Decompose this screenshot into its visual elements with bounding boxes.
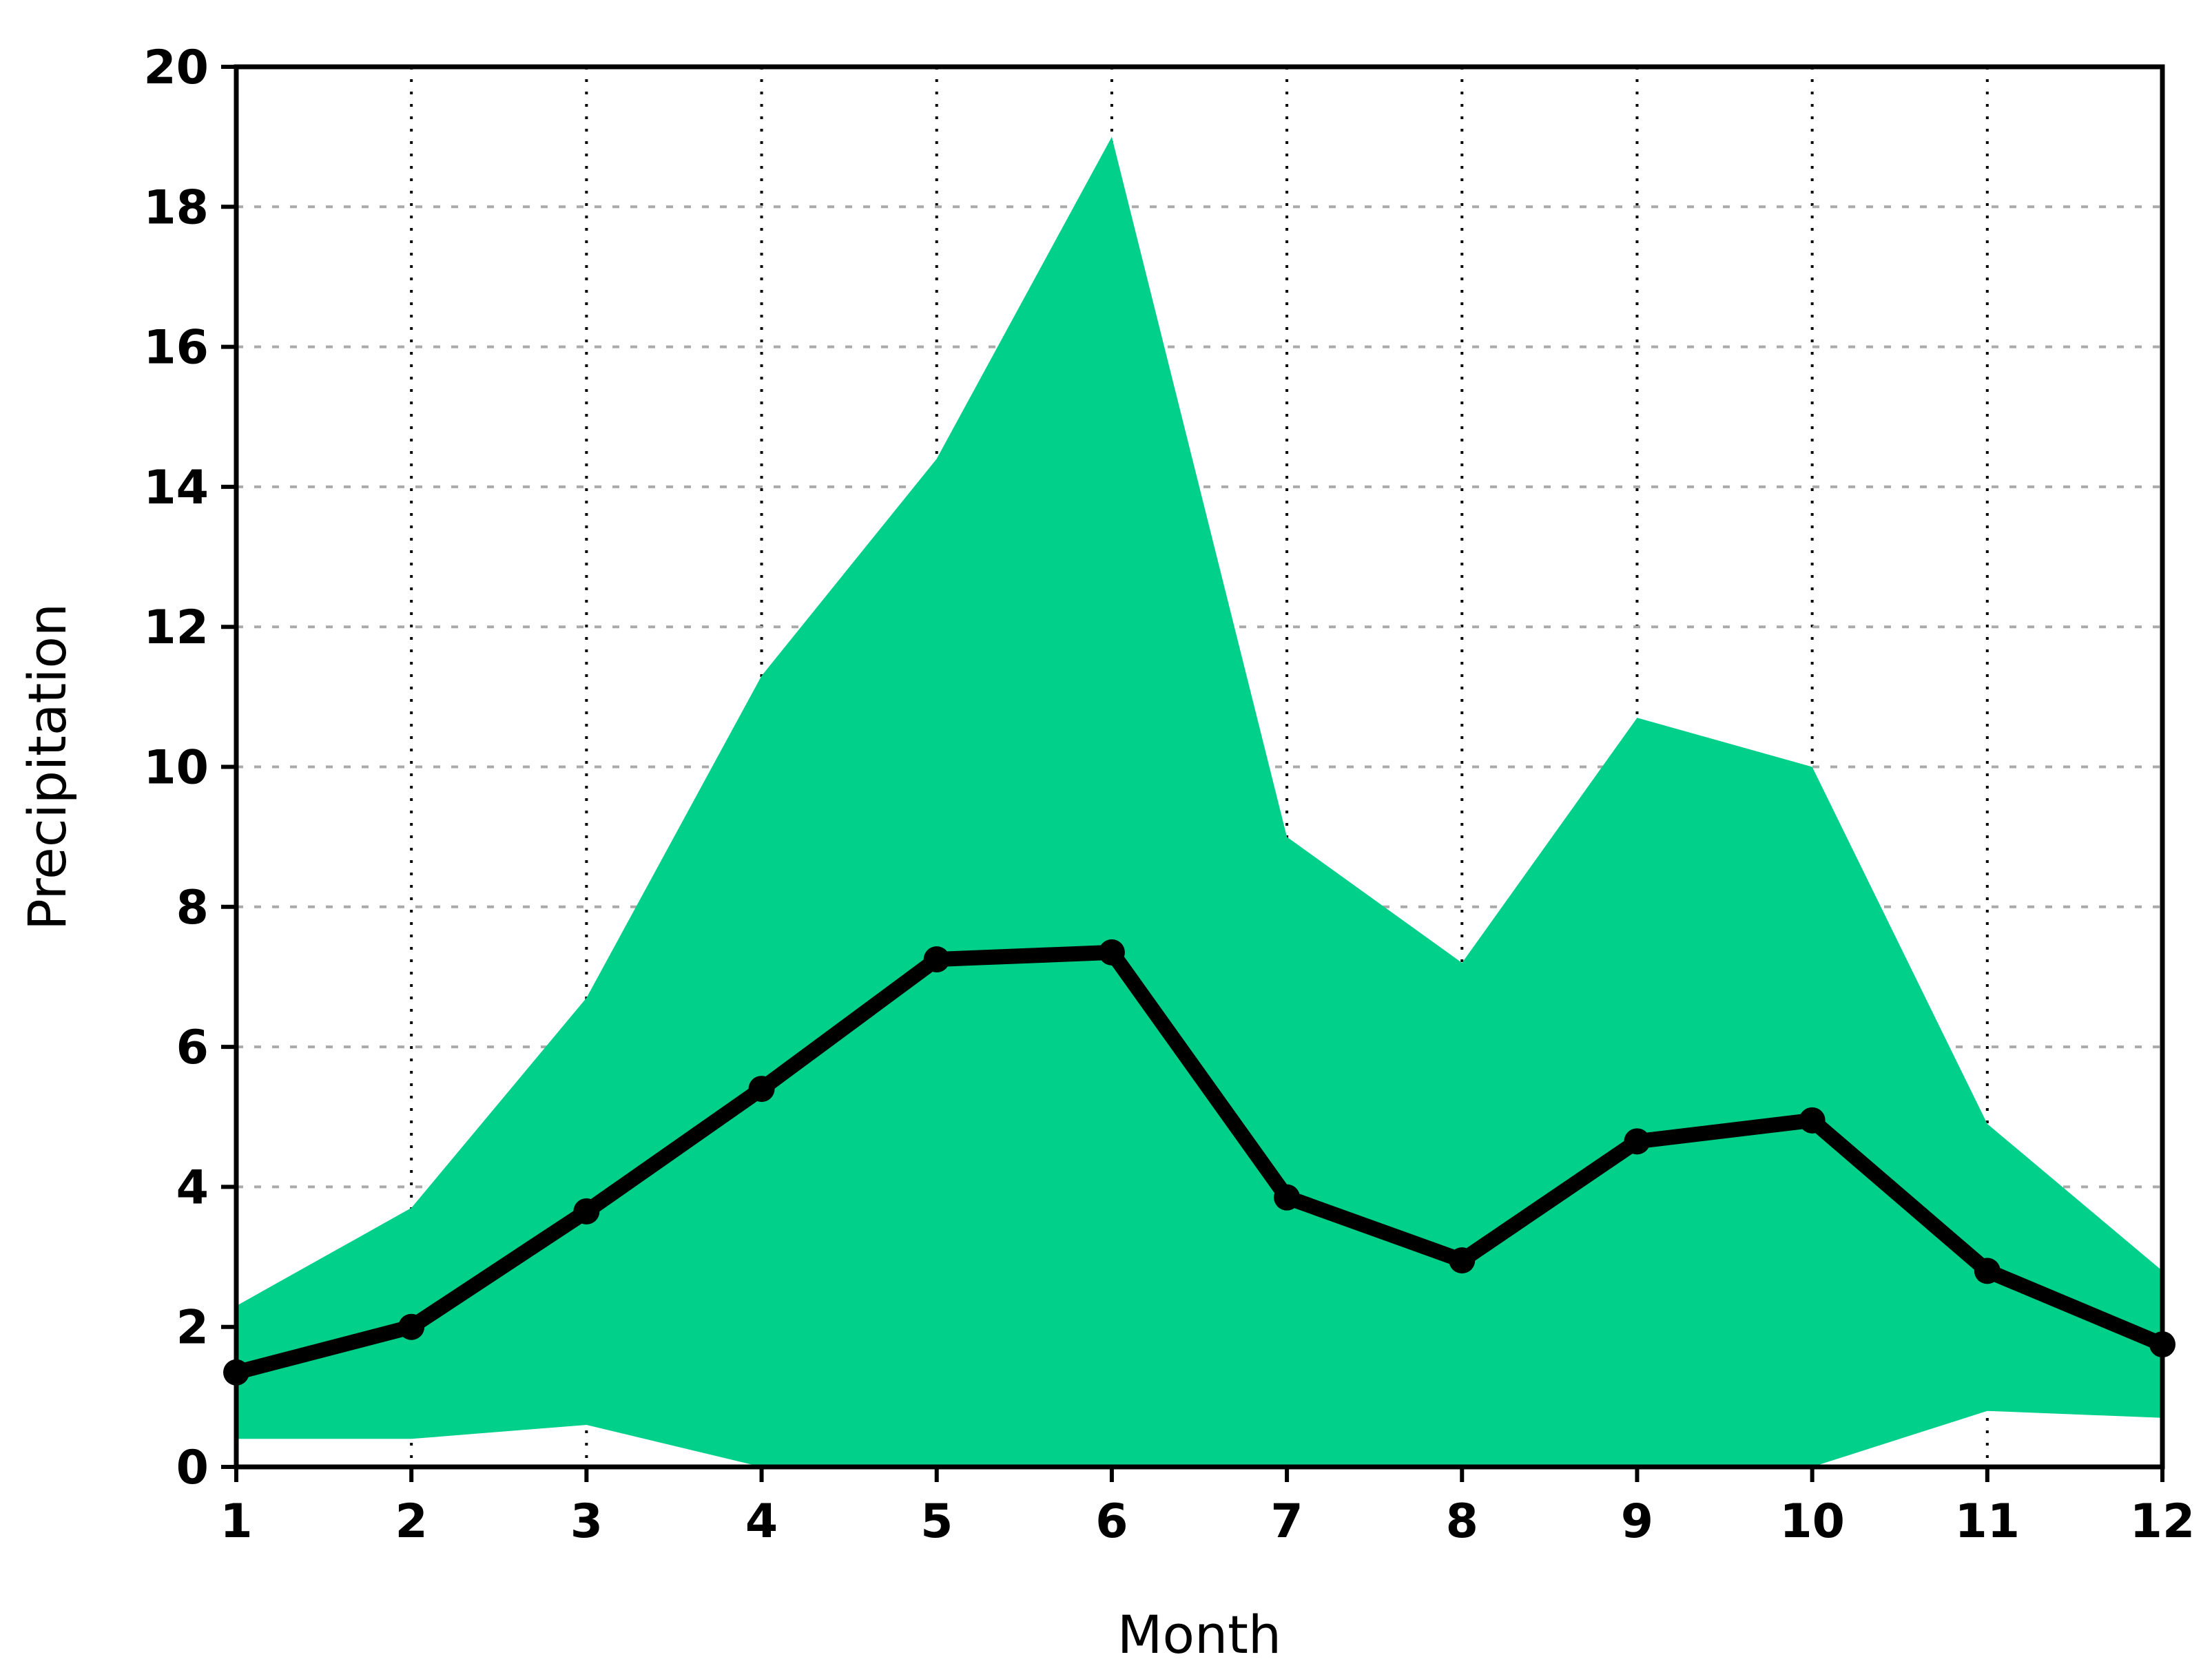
data-point-10 xyxy=(1799,1107,1826,1134)
x-tick-label-5: 5 xyxy=(920,1494,953,1549)
data-point-9 xyxy=(1624,1128,1651,1155)
y-tick-label-10: 18 xyxy=(143,180,209,235)
x-tick-label-6: 6 xyxy=(1095,1494,1128,1549)
series-line-1 xyxy=(229,944,2170,1380)
y-tick-label-8: 14 xyxy=(143,461,209,515)
x-tick-label-9: 9 xyxy=(1621,1494,1653,1549)
y-tick-label-1: 0 xyxy=(176,1441,209,1495)
y-tick-label-3: 4 xyxy=(176,1160,209,1215)
x-axis-label: Month xyxy=(1117,1604,1281,1665)
x-tick-label-2: 2 xyxy=(395,1494,428,1549)
y-tick-label-11: 20 xyxy=(143,41,209,95)
y-tick-label-4: 6 xyxy=(176,1021,209,1075)
y-tick-label-2: 2 xyxy=(176,1301,209,1355)
x-tick-label-3: 3 xyxy=(570,1494,603,1549)
data-point-8 xyxy=(1449,1247,1476,1274)
y-tick-label-6: 10 xyxy=(143,741,209,795)
data-point-4 xyxy=(748,1076,775,1103)
x-tick-label-10: 10 xyxy=(1779,1494,1845,1549)
data-point-3 xyxy=(573,1198,600,1224)
data-point-2 xyxy=(398,1313,425,1340)
y-tick-label-7: 12 xyxy=(143,601,209,655)
precipitation-range-band xyxy=(236,136,2162,1468)
data-point-5 xyxy=(923,946,950,973)
x-tick-label-8: 8 xyxy=(1446,1494,1478,1549)
x-tick-label-12: 12 xyxy=(2130,1494,2195,1549)
data-point-7 xyxy=(1274,1184,1301,1211)
data-point-11 xyxy=(1974,1258,2001,1284)
x-tick-label-11: 11 xyxy=(1954,1494,2020,1549)
x-tick-label-7: 7 xyxy=(1270,1494,1303,1549)
y-tick-label-9: 16 xyxy=(143,321,209,375)
y-axis-label: Precipitation xyxy=(17,603,78,930)
data-point-6 xyxy=(1098,939,1125,966)
y-tick-label-5: 8 xyxy=(176,881,209,935)
x-tick-label-1: 1 xyxy=(220,1494,252,1549)
x-tick-label-4: 4 xyxy=(745,1494,778,1549)
